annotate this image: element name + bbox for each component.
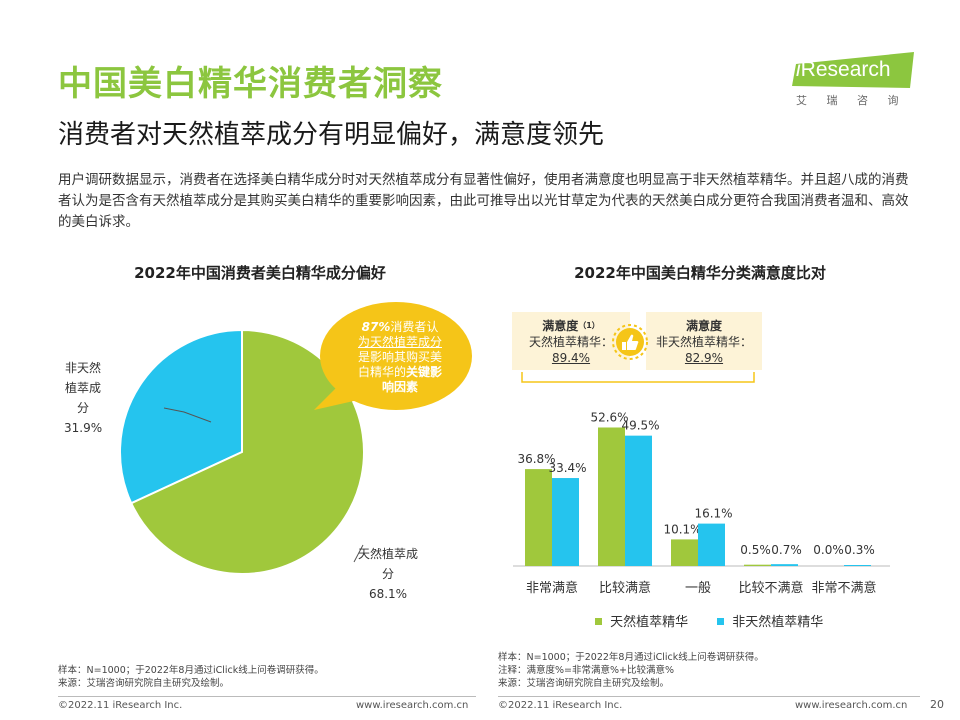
- bar-natural-dissatisfied: [744, 564, 771, 566]
- callout-line5: 响因素: [381, 380, 418, 394]
- bar-value-label-natural-very-satisfied: 36.8%: [517, 452, 555, 466]
- page-subtitle: 消费者对天然植萃成分有明显偏好，满意度领先: [58, 120, 605, 150]
- legend-swatch-natural: [595, 618, 602, 625]
- bar-category-label-dissatisfied: 比较不满意: [738, 580, 803, 596]
- footer-site-left[interactable]: www.iresearch.com.cn: [356, 700, 469, 711]
- bar-natural-satisfied: [598, 427, 625, 566]
- callout-percent: 87%: [361, 320, 391, 334]
- note-right-source: 来源：艾瑞咨询研究院自主研究及绘制。: [498, 678, 670, 689]
- footer-copyright-left: ©2022.11 iResearch Inc.: [58, 700, 183, 711]
- note-left-sample: 样本：N=1000；于2022年8月通过iClick线上问卷调研获得。: [58, 665, 324, 676]
- bar-value-label-nonnatural-neutral: 16.1%: [694, 507, 732, 521]
- satisfaction-nonnatural-label: 非天然植萃精华：: [655, 335, 752, 349]
- logo-cn: 艾 瑞 咨 询: [796, 94, 907, 107]
- bar-value-label-natural-dissatisfied: 0.5%: [740, 543, 771, 557]
- bar-value-label-nonnatural-very-dissatisfied: 0.3%: [844, 543, 875, 557]
- pie-slice-nonnatural: [119, 328, 243, 505]
- callout-line4a: 白精华的: [357, 365, 406, 379]
- pie-chart-title: 2022年中国消费者美白精华成分偏好: [134, 264, 386, 282]
- page-description: 用户调研数据显示，消费者在选择美白精华成分时对天然植萃成分有显著性偏好，使用者满…: [58, 172, 909, 230]
- pie-label-nonnatural-line3: 分: [77, 401, 90, 415]
- footer-copyright-right: ©2022.11 iResearch Inc.: [498, 700, 623, 711]
- bar-legend: 天然植萃精华 非天然植萃精华: [595, 611, 823, 630]
- page-number: 20: [930, 698, 944, 711]
- bar-value-label-natural-very-dissatisfied: 0.0%: [813, 543, 844, 557]
- bar-chart-title: 2022年中国美白精华分类满意度比对: [574, 264, 826, 282]
- bar-value-label-nonnatural-very-satisfied: 33.4%: [548, 461, 586, 475]
- bar-value-label-nonnatural-dissatisfied: 0.7%: [771, 543, 802, 557]
- note-left-source: 来源：艾瑞咨询研究院自主研究及绘制。: [58, 678, 230, 689]
- pie-label-nonnatural: 非天然 植萃成 分 31.9%: [64, 358, 102, 438]
- pie-label-nonnatural-line1: 非天然: [65, 361, 102, 375]
- satisfaction-natural-sup: （1）: [578, 321, 600, 330]
- note-right-sample: 样本：N=1000；于2022年8月通过iClick线上问卷调研获得。: [498, 652, 764, 663]
- bar-category-label-neutral: 一般: [685, 580, 711, 596]
- bar-nonnatural-very-satisfied: [552, 478, 579, 566]
- pie-label-natural-line1: 天然植萃成: [358, 547, 419, 561]
- callout-line2: 为天然植萃成分: [357, 335, 442, 349]
- pie-chart: [119, 328, 365, 575]
- pie-slice-natural: [129, 328, 365, 575]
- legend-label-nonnatural: 非天然植萃精华: [732, 615, 824, 630]
- bar-natural-neutral: [671, 539, 698, 566]
- pie-label-natural-line2: 分: [382, 567, 395, 581]
- bar-value-label-nonnatural-satisfied: 49.5%: [621, 419, 659, 433]
- bar-category-label-very-satisfied: 非常满意: [526, 580, 578, 596]
- bar-nonnatural-very-dissatisfied: [844, 565, 871, 566]
- logo-brand-rest: Research: [800, 58, 891, 81]
- pie-leader-line-natural: [353, 544, 364, 563]
- pie-value-natural: 68.1%: [368, 587, 408, 601]
- satisfaction-natural-title: 满意度: [542, 319, 579, 333]
- satisfaction-box-natural: 满意度（1） 天然植萃精华： 89.4%: [512, 312, 630, 370]
- thumbs-up-icon: [612, 324, 648, 360]
- footer-site-right[interactable]: www.iresearch.com.cn: [795, 700, 908, 711]
- pie-value-nonnatural: 31.9%: [64, 421, 103, 435]
- page-title: 中国美白精华消费者洞察: [58, 64, 443, 104]
- bar-nonnatural-dissatisfied: [771, 564, 798, 566]
- satisfaction-box-nonnatural: 满意度 非天然植萃精华： 82.9%: [646, 312, 762, 370]
- pie-leader-line-nonnatural: [163, 407, 212, 423]
- footer-divider-left: [58, 696, 476, 697]
- bar-natural-very-satisfied: [525, 469, 552, 566]
- legend-swatch-nonnatural: [717, 618, 725, 625]
- pie-label-natural: 天然植萃成 分 68.1%: [358, 544, 418, 604]
- callout-line3: 是影响其购买美: [357, 350, 442, 364]
- satisfaction-nonnatural-title: 满意度: [685, 319, 722, 333]
- bar-nonnatural-satisfied: [625, 435, 652, 566]
- callout-line4b: 关键影: [406, 365, 443, 379]
- pie-label-nonnatural-line2: 植萃成: [65, 381, 102, 395]
- bar-category-label-satisfied: 比较满意: [599, 580, 651, 596]
- satisfaction-bracket: [521, 372, 755, 383]
- note-right-annotation: 注释：满意度%=非常满意%+比较满意%: [498, 665, 675, 676]
- satisfaction-nonnatural-value: 82.9%: [684, 351, 724, 365]
- footer-divider-right: [498, 696, 920, 697]
- bar-category-label-very-dissatisfied: 非常不满意: [811, 580, 876, 596]
- legend-label-natural: 天然植萃精华: [610, 615, 689, 630]
- bar-chart: 36.8%33.4% 非常满意 52.6%49.5% 比较满意 10.1%16.1% 一般…: [513, 410, 890, 596]
- satisfaction-natural-label: 天然植萃精华：: [528, 335, 613, 349]
- iresearch-logo: iResearch 艾 瑞 咨 询: [790, 50, 920, 110]
- satisfaction-natural-value: 89.4%: [551, 351, 591, 365]
- bar-value-label-natural-satisfied: 52.6%: [590, 410, 628, 424]
- bar-nonnatural-neutral: [698, 523, 725, 566]
- callout-text: 87%消费者认 为天然植萃成分 是影响其购买美 白精华的关键影 响因素: [336, 320, 464, 395]
- bar-value-label-natural-neutral: 10.1%: [663, 522, 701, 536]
- logo-brand-i: i: [796, 58, 801, 81]
- callout-line1: 消费者认: [390, 320, 439, 334]
- callout-bubble: [314, 302, 472, 410]
